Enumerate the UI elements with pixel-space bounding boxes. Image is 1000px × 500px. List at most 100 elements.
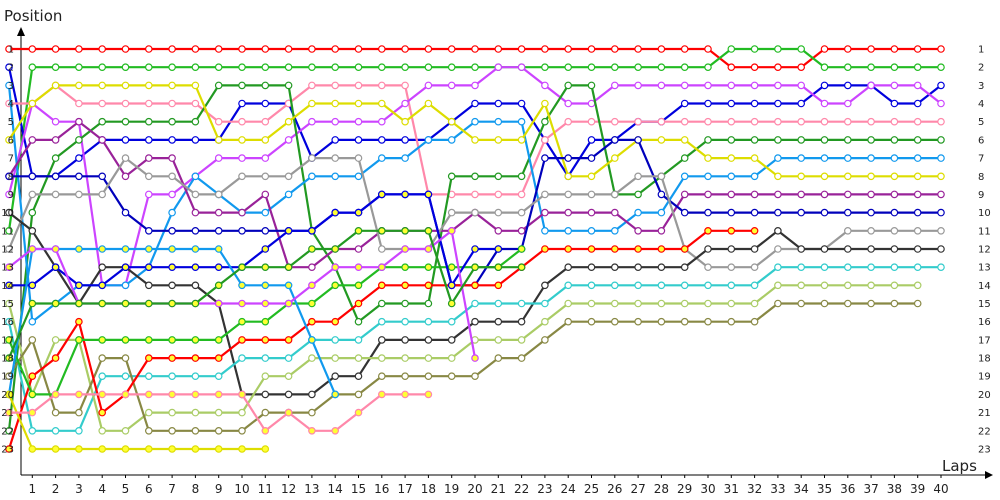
data-point <box>610 81 619 90</box>
data-point <box>308 99 316 108</box>
data-point <box>145 245 153 253</box>
y-tick-label-left: 6 <box>8 135 14 146</box>
data-point <box>214 154 223 162</box>
data-point <box>5 63 13 71</box>
data-point <box>541 281 549 290</box>
data-point <box>867 63 875 71</box>
data-point <box>517 208 526 217</box>
data-point <box>145 45 153 53</box>
data-point <box>238 445 246 453</box>
data-point <box>121 172 130 181</box>
data-point <box>331 281 340 290</box>
x-tick-label: 40 <box>933 482 948 496</box>
x-tick-label: 14 <box>328 482 343 496</box>
data-point <box>377 245 386 253</box>
data-point <box>820 245 829 253</box>
data-point <box>890 227 899 235</box>
data-point <box>5 299 13 308</box>
data-point <box>5 81 13 90</box>
data-point <box>890 99 899 108</box>
data-point <box>424 372 433 381</box>
data-point <box>634 117 642 126</box>
data-point <box>447 172 456 181</box>
data-point <box>564 190 573 199</box>
data-point <box>447 336 456 344</box>
data-point <box>331 390 340 399</box>
data-point <box>517 190 526 199</box>
data-point <box>331 117 340 126</box>
x-tick-label: 1 <box>28 482 36 496</box>
data-point <box>401 99 409 108</box>
data-point <box>517 99 526 108</box>
data-point <box>191 227 200 235</box>
data-point <box>797 99 806 108</box>
data-point <box>587 117 596 126</box>
data-point <box>843 299 852 308</box>
data-point <box>820 117 829 126</box>
data-point <box>28 390 37 399</box>
data-point <box>610 154 619 162</box>
data-point <box>75 299 83 308</box>
data-point <box>168 390 176 399</box>
data-point <box>494 263 503 272</box>
data-point <box>121 263 130 272</box>
data-point <box>447 81 456 90</box>
data-point <box>284 172 293 181</box>
data-point <box>447 208 456 217</box>
data-point <box>168 426 176 435</box>
data-point <box>354 317 363 326</box>
data-point <box>774 154 782 162</box>
data-point <box>517 299 526 308</box>
data-point <box>657 117 666 126</box>
data-point <box>774 99 782 108</box>
data-point <box>890 281 899 290</box>
data-point <box>145 99 153 108</box>
data-point <box>401 154 409 162</box>
data-point <box>471 263 479 272</box>
data-point <box>890 299 899 308</box>
data-point <box>564 172 573 181</box>
data-point <box>331 45 340 53</box>
data-point <box>261 390 270 399</box>
data-point <box>5 426 13 435</box>
data-point <box>517 45 526 53</box>
data-point <box>797 45 806 53</box>
data-point <box>238 136 246 144</box>
data-point <box>261 281 270 290</box>
data-point <box>308 63 316 71</box>
series-18 <box>5 190 503 290</box>
data-point <box>820 154 829 162</box>
y-tick-label-right: 6 <box>978 135 984 146</box>
data-point <box>51 63 60 71</box>
data-point <box>5 390 13 399</box>
data-point <box>704 172 712 181</box>
data-point <box>704 281 712 290</box>
data-point <box>704 99 712 108</box>
data-point <box>937 117 945 126</box>
data-point <box>610 245 619 253</box>
data-point <box>843 99 852 108</box>
data-point <box>168 117 176 126</box>
data-point <box>634 136 642 144</box>
data-point <box>377 81 386 90</box>
data-point <box>214 117 223 126</box>
data-point <box>843 63 852 71</box>
data-point <box>634 45 642 53</box>
data-point <box>238 45 246 53</box>
data-point <box>261 445 270 453</box>
data-point <box>28 99 37 108</box>
data-point <box>121 208 130 217</box>
series-6 <box>5 81 945 435</box>
data-point <box>494 336 503 344</box>
data-point <box>51 154 60 162</box>
data-point <box>145 354 153 362</box>
data-point <box>890 190 899 199</box>
x-tick-label: 4 <box>98 482 106 496</box>
data-point <box>727 208 736 217</box>
data-point <box>843 136 852 144</box>
data-point <box>331 63 340 71</box>
data-point <box>820 63 829 71</box>
data-point <box>913 263 922 272</box>
data-point <box>564 208 573 217</box>
data-point <box>191 336 200 344</box>
